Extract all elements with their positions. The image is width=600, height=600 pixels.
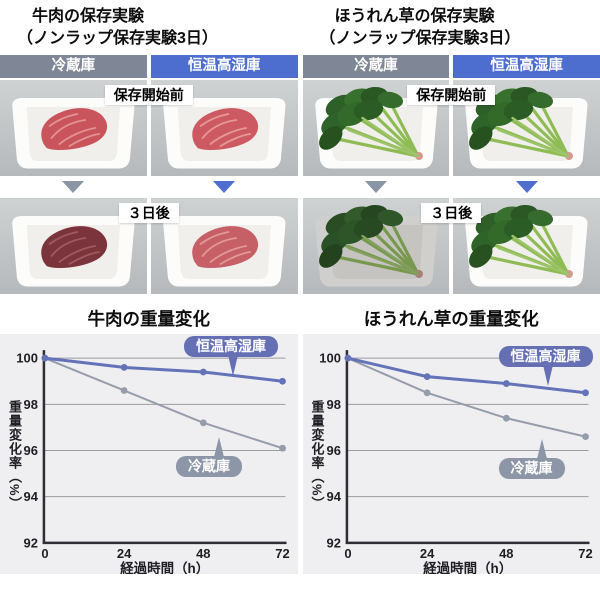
photo-row-before: 保存開始前 [302, 80, 600, 176]
header-fridge: 冷蔵庫 [0, 55, 147, 78]
line-chart: 92 94 96 98 100 0 24 48 72 経過時間（h） [319, 350, 592, 574]
chart-title-beef: 牛肉の重量変化 [87, 309, 211, 329]
callout-pointer-icon [214, 437, 224, 457]
svg-text:96: 96 [23, 443, 37, 458]
experiment-title-line2: （ノンラップ保存実験3日） [17, 30, 218, 48]
svg-text:経過時間（h）: 経過時間（h） [120, 560, 209, 574]
svg-text:24: 24 [117, 546, 132, 561]
svg-text:48: 48 [499, 546, 513, 561]
experiment-title-line1: 牛肉の保存実験 [32, 8, 145, 25]
svg-text:92: 92 [326, 535, 340, 550]
arrow-row [0, 176, 298, 198]
down-arrow-icon [213, 181, 236, 193]
legend-callout-fridge: 冷蔵庫 [176, 456, 242, 477]
down-arrow-icon [515, 181, 538, 193]
chart-spinach-weight-change: 92 94 96 98 100 0 24 48 72 経過時間（h） 重量変化率（%） 恒温高湿庫… [302, 334, 600, 574]
photo-row-after: ３日後 [302, 198, 600, 294]
experiment-title-beef: 牛肉の保存実験 （ノンラップ保存実験3日） [0, 6, 298, 55]
photo-row-before: 保存開始前 [0, 80, 298, 176]
down-arrow-icon [364, 181, 387, 193]
svg-text:98: 98 [326, 397, 340, 412]
chart-title-spinach: ほうれん草の重量変化 [363, 309, 539, 329]
callout-pointer-icon [228, 355, 238, 376]
svg-text:100: 100 [16, 351, 38, 366]
svg-text:0: 0 [344, 546, 351, 561]
svg-text:経過時間（h）: 経過時間（h） [423, 560, 512, 574]
svg-text:72: 72 [275, 546, 289, 561]
svg-text:0: 0 [41, 546, 48, 561]
svg-text:94: 94 [326, 489, 341, 504]
experiment-panel-beef: 牛肉の保存実験 （ノンラップ保存実験3日） 冷蔵庫 恒温高湿庫 保存開始前 [0, 6, 298, 294]
legend-callout-fridge: 冷蔵庫 [498, 458, 565, 479]
header-fridge: 冷蔵庫 [302, 55, 450, 78]
label-after-3-days: ３日後 [421, 203, 482, 223]
svg-text:96: 96 [326, 443, 340, 458]
label-before-storage: 保存開始前 [104, 85, 193, 105]
photo-row-after: ３日後 [0, 198, 298, 294]
experiment-title-line1: ほうれん草の保存実験 [334, 8, 495, 25]
experiment-title-line2: （ノンラップ保存実験3日） [319, 30, 521, 48]
svg-text:100: 100 [319, 351, 341, 366]
photo-experiments-section: 牛肉の保存実験 （ノンラップ保存実験3日） 冷蔵庫 恒温高湿庫 保存開始前 [0, 0, 600, 294]
callout-pointer-icon [536, 439, 547, 459]
svg-text:94: 94 [23, 489, 38, 504]
legend-callout-humid-chamber: 恒温高湿庫 [498, 346, 593, 367]
svg-text:98: 98 [23, 397, 37, 412]
line-chart: 92 94 96 98 100 0 24 48 72 経過時間（h） [16, 350, 290, 574]
header-humid-chamber: 恒温高湿庫 [150, 55, 298, 78]
experiment-title-spinach: ほうれん草の保存実験 （ノンラップ保存実験3日） [303, 6, 600, 55]
callout-pointer-icon [542, 365, 553, 386]
arrow-row [303, 176, 600, 198]
svg-text:92: 92 [23, 535, 37, 550]
experiment-panel-spinach: ほうれん草の保存実験 （ノンラップ保存実験3日） 冷蔵庫 恒温高湿庫 保存開始前 [302, 6, 600, 294]
chart-panel-spinach: ほうれん草の重量変化 92 94 96 98 100 0 24 48 72 経過時間（h） 重量変… [302, 306, 600, 574]
header-humid-chamber: 恒温高湿庫 [453, 55, 600, 78]
y-axis-label: 重量変化率（%） [7, 400, 22, 511]
svg-text:24: 24 [419, 546, 434, 561]
svg-text:48: 48 [196, 546, 210, 561]
chart-panel-beef: 牛肉の重量変化 92 94 96 98 100 0 24 48 72 経過時間（h） 重量変化率（… [0, 306, 298, 574]
legend-callout-humid-chamber: 恒温高湿庫 [184, 336, 278, 357]
chart-beef-weight-change: 92 94 96 98 100 0 24 48 72 経過時間（h） 重量変化率（%） 恒温高湿庫… [0, 334, 298, 574]
condition-headers: 冷蔵庫 恒温高湿庫 [302, 55, 600, 78]
label-before-storage: 保存開始前 [407, 85, 496, 105]
svg-text:72: 72 [578, 546, 592, 561]
down-arrow-icon [62, 181, 85, 193]
y-axis-label: 重量変化率（%） [309, 400, 325, 511]
condition-headers: 冷蔵庫 恒温高湿庫 [0, 55, 298, 78]
weight-change-charts-section: 牛肉の重量変化 92 94 96 98 100 0 24 48 72 経過時間（h） 重量変化率（… [0, 306, 600, 574]
label-after-3-days: ３日後 [118, 203, 179, 223]
